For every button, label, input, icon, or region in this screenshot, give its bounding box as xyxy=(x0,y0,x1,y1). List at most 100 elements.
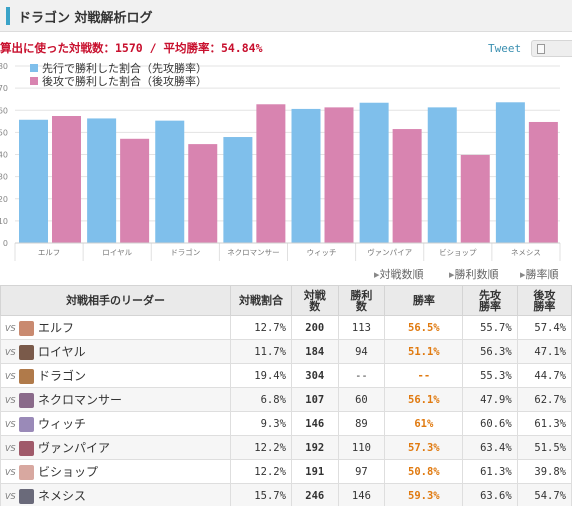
first-rate-cell: 60.6% xyxy=(462,411,518,436)
bar-second xyxy=(120,138,150,243)
sort-by-rate-link[interactable]: ▸勝率順 xyxy=(520,266,559,282)
col-second-rate-header[interactable]: 後攻勝率 xyxy=(516,285,572,316)
leader-cell: VS ネクロマンサー xyxy=(0,387,232,412)
header-accent-bar xyxy=(6,7,10,25)
sort-by-wins-label: 勝利数順 xyxy=(454,268,499,281)
vs-label: VS xyxy=(5,348,16,357)
table-row[interactable]: VS ロイヤル 11.7% 184 94 51.1% 56.3% 47.1% xyxy=(0,339,572,364)
first-rate-cell: 63.6% xyxy=(462,483,518,506)
wins-cell: 89 xyxy=(337,411,386,436)
second-rate-cell: 47.1% xyxy=(516,339,572,364)
vs-label: VS xyxy=(5,468,16,477)
col-count-header-label: 対戦数 xyxy=(303,288,326,313)
leader-name: エルフ xyxy=(38,321,75,335)
leader-name: ネメシス xyxy=(38,489,87,503)
bar-second xyxy=(256,104,286,243)
sort-by-wins-link[interactable]: ▸勝利数順 xyxy=(449,266,499,282)
count-cell: 200 xyxy=(290,315,339,340)
page-title: ドラゴン 対戦解析ログ xyxy=(18,11,153,26)
bar-second xyxy=(52,116,81,243)
bar-second xyxy=(528,121,558,243)
x-tick-label: ネメシス xyxy=(511,248,541,257)
col-wins-header-label: 勝利数 xyxy=(350,288,373,313)
table-row[interactable]: VS ドラゴン 19.4% 304 -- -- 55.3% 44.7% xyxy=(0,363,572,388)
leader-avatar-icon xyxy=(19,321,34,336)
rate-cell: 56.5% xyxy=(384,315,464,340)
leader-avatar-icon xyxy=(19,441,34,456)
first-rate-cell: 55.3% xyxy=(462,363,518,388)
vs-label: VS xyxy=(5,492,16,501)
summary-stats: 算出に使った対戦数：1570 / 平均勝率：54.84% xyxy=(0,41,263,55)
sort-arrow-icon: ▸ xyxy=(520,268,526,281)
tweet-button[interactable]: Tweet xyxy=(488,42,522,55)
sort-by-rate-label: 勝率順 xyxy=(525,268,559,281)
second-rate-cell: 62.7% xyxy=(516,387,572,412)
second-rate-cell: 61.3% xyxy=(516,411,572,436)
sort-by-count-link[interactable]: ▸対戦数順 xyxy=(374,266,424,282)
share-cell: 12.2% xyxy=(230,459,292,484)
y-tick-label: 0 xyxy=(3,239,8,248)
win-rate-bar-chart: 0 10 20 30 40 50 60 70 80 エルフ ロイヤル ドラゴン ネクロマンサー ウィッチ ヴ… xyxy=(0,61,561,261)
y-tick-label: 30 xyxy=(0,173,8,182)
first-rate-cell: 63.4% xyxy=(462,435,518,460)
table-row[interactable]: VS ネメシス 15.7% 246 146 59.3% 63.6% 54.7% xyxy=(0,483,572,506)
leader-avatar-icon xyxy=(19,465,34,480)
share-cell: 11.7% xyxy=(230,339,292,364)
share-cell: 9.3% xyxy=(230,411,292,436)
y-tick-label: 50 xyxy=(0,128,8,137)
wins-cell: 110 xyxy=(337,435,386,460)
rate-cell: -- xyxy=(384,363,464,388)
leader-cell: VS エルフ xyxy=(0,315,232,340)
second-rate-cell: 39.8% xyxy=(516,459,572,484)
first-rate-cell: 55.7% xyxy=(462,315,518,340)
wins-cell: 146 xyxy=(337,483,386,506)
vs-label: VS xyxy=(5,372,16,381)
sort-arrow-icon: ▸ xyxy=(449,268,455,281)
rate-cell: 51.1% xyxy=(384,339,464,364)
col-first-rate-header[interactable]: 先攻勝率 xyxy=(462,285,518,316)
leader-name: ビショップ xyxy=(38,465,99,479)
table-row[interactable]: VS ビショップ 12.2% 191 97 50.8% 61.3% 39.8% xyxy=(0,459,572,484)
count-cell: 304 xyxy=(290,363,339,388)
table-row[interactable]: VS エルフ 12.7% 200 113 56.5% 55.7% 57.4% xyxy=(0,315,572,340)
legend-swatch xyxy=(30,64,38,72)
sort-arrow-icon: ▸ xyxy=(374,268,380,281)
bar-second xyxy=(392,129,422,243)
count-cell: 107 xyxy=(290,387,339,412)
share-cell: 15.7% xyxy=(230,483,292,506)
share-cell: 12.2% xyxy=(230,435,292,460)
leader-avatar-icon xyxy=(19,417,34,432)
bar-first xyxy=(427,107,457,243)
wins-cell: 113 xyxy=(337,315,386,340)
bar-first xyxy=(223,137,253,243)
col-rate-header[interactable]: 勝率 xyxy=(384,285,464,316)
count-cell: 192 xyxy=(290,435,339,460)
share-cell: 6.8% xyxy=(230,387,292,412)
vs-label: VS xyxy=(5,324,16,333)
bar-first xyxy=(291,108,321,243)
col-wins-header[interactable]: 勝利数 xyxy=(337,285,386,316)
y-tick-label: 10 xyxy=(0,217,8,226)
first-rate-cell: 61.3% xyxy=(462,459,518,484)
col-leader-header[interactable]: 対戦相手のリーダー xyxy=(0,285,232,316)
col-count-header[interactable]: 対戦数 xyxy=(290,285,339,316)
rate-cell: 56.1% xyxy=(384,387,464,412)
x-tick-label: ネクロマンサー xyxy=(227,248,280,257)
leader-name: ロイヤル xyxy=(38,345,86,359)
share-cell: 19.4% xyxy=(230,363,292,388)
second-rate-cell: 51.5% xyxy=(516,435,572,460)
table-row[interactable]: VS ヴァンパイア 12.2% 192 110 57.3% 63.4% 51.5% xyxy=(0,435,572,460)
x-tick-label: ロイヤル xyxy=(102,248,132,257)
rate-cell: 59.3% xyxy=(384,483,464,506)
legend-label: 先行で勝利した割合（先攻勝率） xyxy=(42,61,207,75)
print-button[interactable] xyxy=(531,40,572,57)
bar-second xyxy=(324,107,354,243)
leader-avatar-icon xyxy=(19,345,34,360)
leader-name: ドラゴン xyxy=(38,369,87,383)
table-row[interactable]: VS ウィッチ 9.3% 146 89 61% 60.6% 61.3% xyxy=(0,411,572,436)
table-row[interactable]: VS ネクロマンサー 6.8% 107 60 56.1% 47.9% 62.7% xyxy=(0,387,572,412)
col-share-header[interactable]: 対戦割合 xyxy=(230,285,292,316)
vs-label: VS xyxy=(5,444,16,453)
x-tick-label: ビショップ xyxy=(439,248,477,257)
share-cell: 12.7% xyxy=(230,315,292,340)
